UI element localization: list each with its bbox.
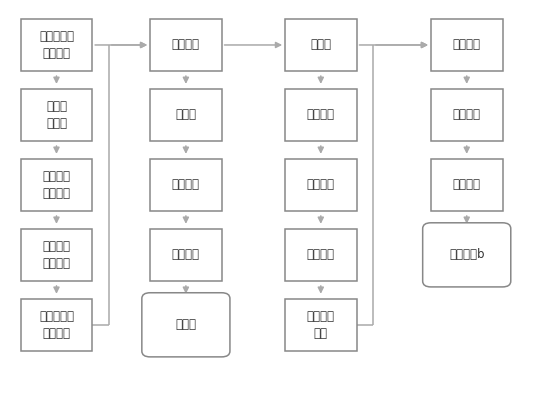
FancyBboxPatch shape: [21, 89, 92, 141]
Text: 银杏叶大
米前发酵: 银杏叶大 米前发酵: [42, 240, 70, 270]
Text: 发酵液: 发酵液: [310, 39, 331, 52]
FancyBboxPatch shape: [21, 299, 92, 351]
Text: 菌丝体: 菌丝体: [176, 108, 196, 121]
FancyBboxPatch shape: [285, 19, 357, 71]
FancyBboxPatch shape: [285, 229, 357, 281]
Text: 粗皮韧革菌
斜面菌种: 粗皮韧革菌 斜面菌种: [39, 30, 74, 60]
Text: 乙酸乙酯
复溶: 乙酸乙酯 复溶: [307, 310, 335, 340]
FancyBboxPatch shape: [21, 19, 92, 71]
Text: 乙醇复溶: 乙醇复溶: [453, 108, 481, 121]
FancyBboxPatch shape: [21, 229, 92, 281]
Text: 乙醇提取: 乙醇提取: [172, 178, 200, 191]
FancyBboxPatch shape: [150, 159, 222, 211]
FancyBboxPatch shape: [431, 19, 503, 71]
FancyBboxPatch shape: [150, 89, 222, 141]
Text: 补培养基液
体后发酵: 补培养基液 体后发酵: [39, 310, 74, 340]
FancyBboxPatch shape: [285, 299, 357, 351]
Text: 乙醇提取: 乙醇提取: [307, 178, 335, 191]
FancyBboxPatch shape: [150, 19, 222, 71]
Text: 减压浓缩: 减压浓缩: [172, 249, 200, 261]
Text: 槲皮素: 槲皮素: [176, 318, 196, 331]
Text: 减压浓缩: 减压浓缩: [307, 108, 335, 121]
Text: 减压浓缩: 减压浓缩: [453, 39, 481, 52]
FancyBboxPatch shape: [142, 293, 230, 357]
FancyBboxPatch shape: [431, 159, 503, 211]
FancyBboxPatch shape: [431, 89, 503, 141]
Text: 银杏内酯b: 银杏内酯b: [449, 249, 485, 261]
Text: 斜面扩
大培养: 斜面扩 大培养: [46, 100, 67, 130]
FancyBboxPatch shape: [21, 159, 92, 211]
FancyBboxPatch shape: [150, 229, 222, 281]
FancyBboxPatch shape: [423, 223, 511, 287]
FancyBboxPatch shape: [285, 89, 357, 141]
Text: 冷冻结晶: 冷冻结晶: [307, 249, 335, 261]
FancyBboxPatch shape: [285, 159, 357, 211]
Text: 加水沉淀: 加水沉淀: [453, 178, 481, 191]
Text: 离心分离: 离心分离: [172, 39, 200, 52]
Text: 麸皮大米
液体菌种: 麸皮大米 液体菌种: [42, 170, 70, 200]
